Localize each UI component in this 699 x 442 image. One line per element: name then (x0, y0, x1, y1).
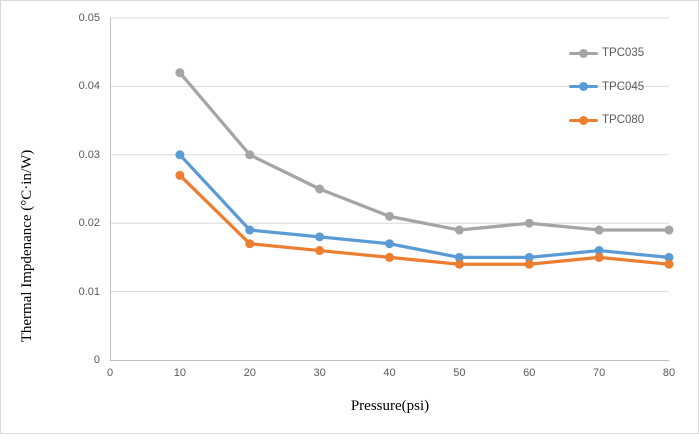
legend-marker-icon (569, 80, 598, 94)
data-marker-TPC035 (524, 218, 534, 228)
legend-label: TPC035 (602, 47, 645, 59)
data-marker-TPC035 (664, 225, 674, 235)
data-marker-TPC080 (175, 170, 185, 180)
data-marker-TPC080 (385, 252, 394, 262)
x-tick-label: 40 (383, 367, 396, 379)
legend-item-TPC035: TPC035 (569, 46, 644, 60)
legend-dot-icon (579, 48, 588, 58)
legend-item-TPC045: TPC045 (569, 80, 644, 94)
data-marker-TPC080 (315, 246, 325, 256)
legend-dot-icon (579, 115, 588, 125)
data-marker-TPC035 (315, 184, 325, 194)
y-axis-title: Thermal Impdenance (°C·in/W) (19, 149, 35, 343)
data-marker-TPC045 (315, 232, 325, 242)
x-tick-label: 70 (593, 367, 606, 379)
data-marker-TPC045 (664, 252, 674, 262)
data-marker-TPC080 (245, 239, 255, 249)
data-marker-TPC045 (454, 252, 464, 262)
data-marker-TPC035 (175, 68, 185, 78)
data-marker-TPC045 (385, 239, 394, 249)
y-tick-label: 0 (93, 354, 100, 366)
data-marker-TPC045 (245, 225, 255, 235)
y-tick-label: 0.05 (78, 12, 100, 24)
series-line-TPC035 (178, 71, 671, 232)
x-tick-label: 80 (662, 367, 676, 379)
data-marker-TPC045 (175, 150, 185, 160)
y-tick-label: 0.04 (78, 80, 100, 93)
legend-item-TPC080: TPC080 (569, 113, 644, 127)
data-marker-TPC035 (594, 225, 604, 235)
series-line-TPC080 (178, 173, 671, 266)
data-marker-TPC080 (524, 259, 534, 269)
x-tick-label: 30 (313, 367, 326, 379)
data-marker-TPC035 (385, 211, 394, 221)
y-tick-label: 0.03 (78, 148, 100, 161)
x-tick-label: 20 (243, 367, 256, 379)
legend-dot-icon (579, 82, 588, 91)
legend-marker-icon (569, 113, 598, 127)
x-tick-label: 10 (173, 367, 186, 379)
x-tick-label: 0 (106, 367, 114, 379)
x-tick-label: 50 (453, 367, 466, 379)
x-tick-label: 60 (523, 367, 536, 379)
legend-label: TPC045 (602, 80, 645, 93)
y-tick-label: 0.01 (78, 285, 100, 298)
data-marker-TPC080 (454, 259, 464, 269)
series-line-TPC045 (178, 153, 671, 260)
data-marker-TPC045 (524, 252, 534, 262)
data-marker-TPC045 (594, 246, 604, 256)
data-marker-TPC080 (664, 259, 674, 269)
legend-marker-icon (569, 46, 598, 60)
x-axis-title: Pressure(psi) (350, 398, 430, 414)
legend: TPC035 TPC045 TPC080 (569, 46, 644, 127)
y-tick-label: 0.02 (78, 217, 100, 230)
legend-label: TPC080 (602, 114, 645, 126)
data-marker-TPC080 (594, 252, 604, 262)
data-marker-TPC035 (454, 225, 464, 235)
data-marker-TPC035 (245, 150, 255, 160)
